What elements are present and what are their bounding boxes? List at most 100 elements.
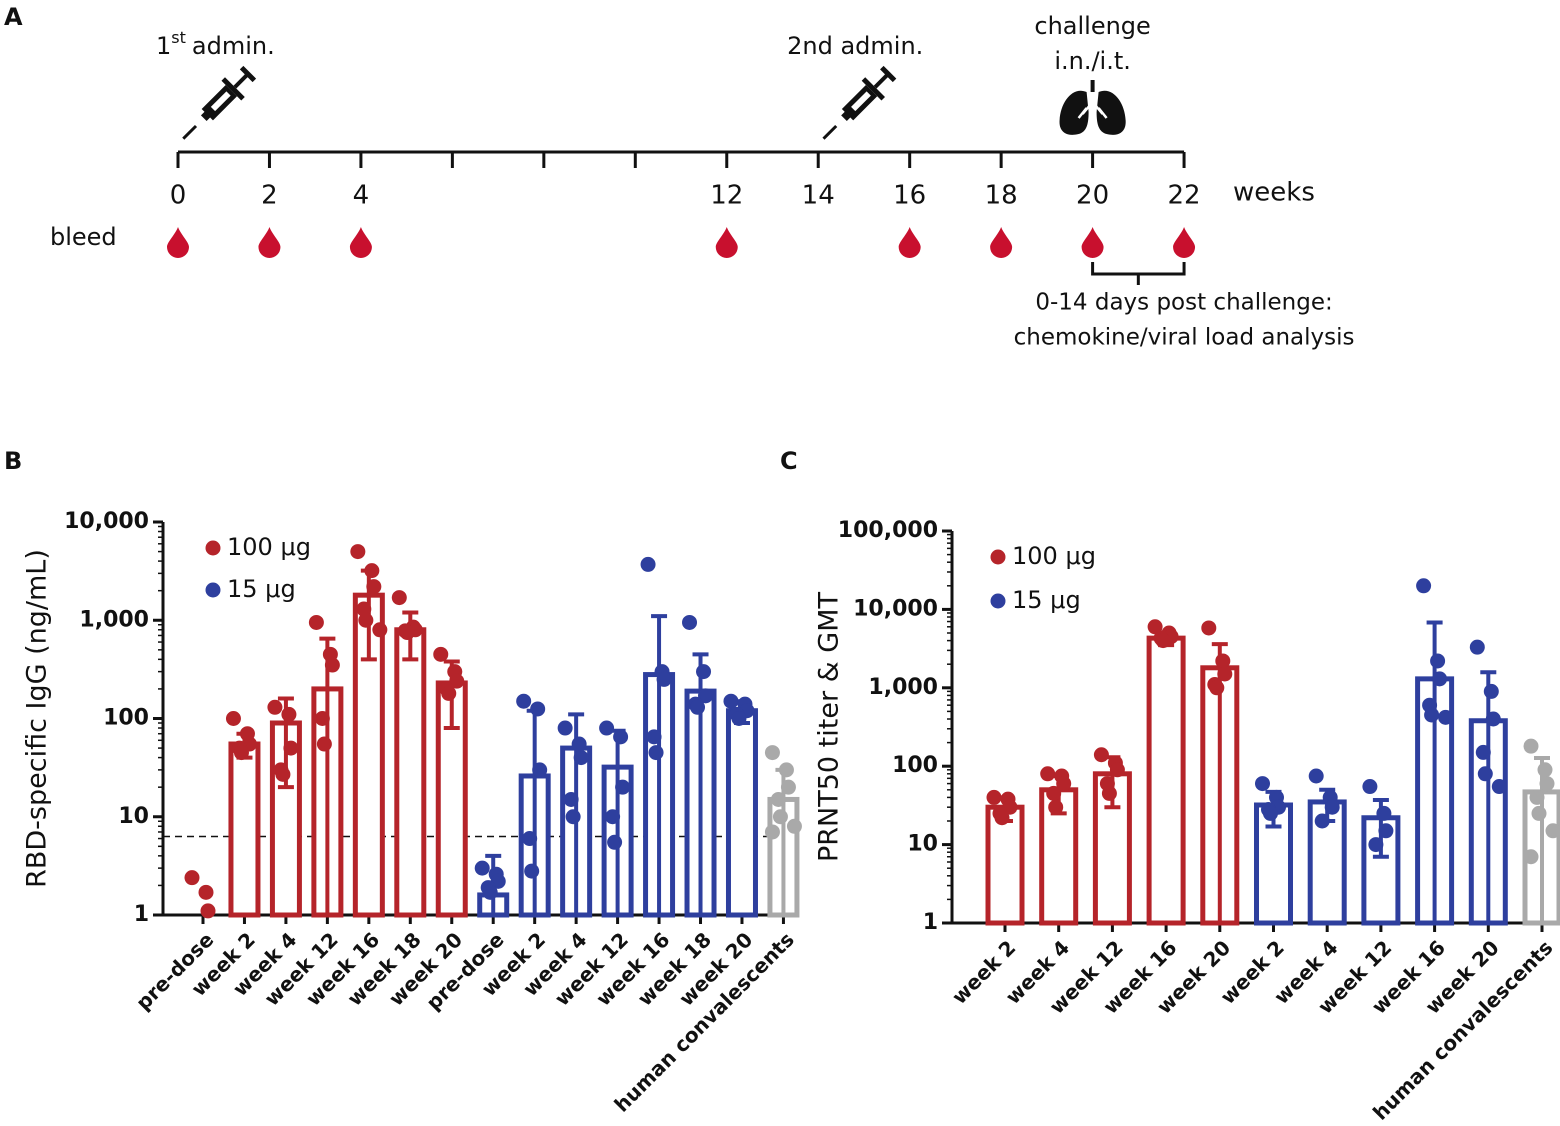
data-point — [516, 693, 532, 709]
data-point — [1368, 837, 1384, 853]
data-point — [275, 766, 291, 782]
data-point — [1529, 789, 1545, 805]
y-tick-label: 10,000 — [64, 509, 149, 534]
y-tick-label: 100,000 — [838, 518, 938, 543]
data-point — [482, 884, 498, 900]
data-point — [1324, 799, 1340, 815]
blood-drop — [1173, 227, 1196, 258]
data-point — [1217, 666, 1233, 682]
y-axis-label: PRNT50 titer & GMT — [814, 592, 845, 862]
plunger-cap — [880, 65, 897, 83]
data-point — [524, 863, 540, 879]
data-point — [198, 884, 214, 900]
data-point — [599, 720, 615, 736]
challenge-label: i.n./i.t. — [1054, 47, 1131, 75]
syringe-icon — [822, 65, 897, 140]
data-point — [281, 706, 297, 722]
data-point — [474, 860, 490, 876]
week-label: 0 — [170, 181, 187, 211]
data-point — [1362, 779, 1378, 795]
hub — [841, 111, 852, 122]
blood-drop — [1081, 227, 1104, 258]
data-point — [1539, 776, 1555, 792]
hub — [200, 111, 211, 122]
y-tick-label: 1 — [134, 902, 149, 927]
data-point — [372, 622, 388, 638]
admin-label: 1st admin. — [156, 28, 275, 61]
y-tick-label: 1,000 — [79, 607, 149, 632]
data-point — [605, 809, 621, 825]
data-point — [1469, 639, 1485, 655]
blood-drop — [258, 227, 281, 258]
y-axis-label: RBD-specific IgG (ng/mL) — [22, 549, 53, 888]
y-tick-label: 10 — [907, 832, 938, 857]
week-label: 16 — [893, 181, 926, 211]
data-point — [1263, 805, 1278, 821]
data-point — [613, 729, 629, 745]
error-bar — [319, 636, 336, 915]
data-point — [1430, 653, 1446, 669]
data-point — [648, 745, 664, 761]
legend-label: 100 μg — [1012, 542, 1096, 570]
data-point — [640, 556, 656, 572]
data-point — [573, 750, 589, 766]
data-point — [316, 736, 332, 752]
week-label: 14 — [802, 181, 835, 211]
data-point — [986, 789, 1002, 805]
data-point — [1046, 785, 1062, 801]
data-point — [690, 699, 706, 715]
data-point — [731, 711, 747, 726]
flange — [861, 77, 886, 101]
data-point — [723, 693, 739, 709]
data-point — [267, 699, 283, 715]
panel-label: C — [780, 447, 798, 475]
data-point — [1483, 683, 1499, 699]
data-point — [565, 809, 581, 825]
data-point — [698, 688, 714, 704]
barrel-window — [851, 91, 871, 112]
y-tick-label: 1 — [923, 910, 938, 935]
legend-label: 100 μg — [227, 533, 311, 561]
data-point — [1475, 744, 1491, 760]
data-point — [994, 810, 1010, 826]
data-point — [350, 544, 366, 560]
admin-number: 1 — [156, 32, 171, 60]
challenge-label: challenge — [1034, 12, 1150, 40]
data-point — [433, 646, 449, 662]
data-point — [1477, 766, 1493, 782]
needle — [182, 124, 198, 140]
week-label: 2 — [261, 181, 278, 211]
data-point — [1523, 849, 1539, 865]
data-point — [1432, 671, 1448, 687]
plunger-cap — [239, 65, 257, 83]
panel-label: B — [4, 447, 22, 475]
data-point — [399, 625, 415, 641]
syringe-icon — [182, 65, 257, 140]
data-point — [184, 870, 200, 886]
y-tick-label: 1,000 — [868, 675, 938, 700]
week-label: 22 — [1168, 181, 1201, 211]
blood-drop — [167, 227, 189, 258]
data-point — [1215, 653, 1231, 669]
data-point — [522, 831, 538, 847]
data-point — [1109, 762, 1125, 778]
bar — [394, 627, 427, 918]
data-point — [1147, 619, 1163, 635]
data-point — [571, 736, 587, 752]
data-point — [1376, 805, 1392, 821]
y-tick-label: 100 — [103, 706, 149, 731]
bar — [228, 741, 261, 918]
plunger — [233, 73, 249, 89]
data-point — [200, 903, 216, 919]
error-bar — [1426, 620, 1443, 923]
blood-drop — [898, 227, 921, 258]
data-point — [1209, 680, 1225, 696]
data-point — [1255, 776, 1270, 792]
data-point — [366, 579, 382, 595]
data-point — [607, 834, 623, 850]
data-point — [615, 779, 631, 795]
admin-superscript: st — [171, 28, 186, 47]
y-tick-label: 100 — [892, 753, 938, 778]
data-point — [358, 612, 374, 628]
data-point — [772, 809, 788, 825]
